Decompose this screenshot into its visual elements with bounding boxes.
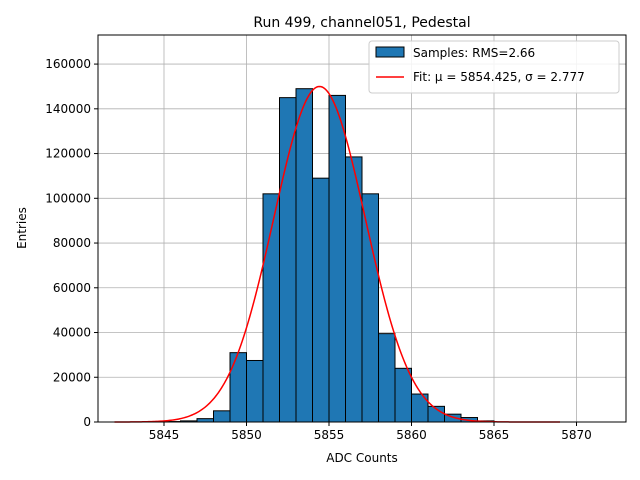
y-tick-label: 80000 [53,236,91,250]
histogram-bar [345,156,363,423]
y-tick-label: 0 [83,415,91,429]
y-tick-label: 140000 [45,102,91,116]
y-tick-label: 20000 [53,370,91,384]
x-tick-label: 5850 [231,428,262,442]
y-tick-label: 160000 [45,57,91,71]
histogram-bar [196,418,214,423]
legend-box [368,40,620,94]
histogram-bars [163,88,495,423]
histogram-bar [394,367,412,423]
y-axis-label: Entries [15,207,29,249]
x-tick-label: 5870 [561,428,592,442]
x-axis-ticks: 5845 5850 5855 5860 5865 5870 [149,422,592,442]
y-tick-label: 60000 [53,281,91,295]
histogram-bar [246,359,264,423]
plot-frame [97,34,627,423]
x-tick-label: 5865 [479,428,510,442]
histogram-bar [361,193,379,423]
y-axis-ticks: 0 20000 40000 60000 80000 100000 120000 140000 1… [45,57,98,429]
histogram-bar [229,352,247,423]
x-tick-label: 5860 [396,428,427,442]
y-tick-label: 100000 [45,191,91,205]
y-tick-label: 40000 [53,326,91,340]
histogram-bar [312,177,330,423]
legend-samples-label: Samples: RMS=2.66 [413,46,535,60]
histogram-bar [328,94,346,423]
histogram-bar [295,88,313,423]
legend-fit-label: Fit: μ = 5854.425, σ = 2.777 [413,70,585,84]
chart-title: Run 499, channel051, Pedestal [253,15,470,31]
x-tick-label: 5855 [314,428,345,442]
histogram-bar [213,410,231,423]
x-tick-label: 5845 [149,428,180,442]
y-tick-label: 120000 [45,147,91,161]
legend-bar-swatch [375,46,405,58]
legend: Samples: RMS=2.66 Fit: μ = 5854.425, σ =… [368,40,620,94]
x-axis-label: ADC Counts [326,451,398,465]
histogram-bar [279,97,297,423]
histogram-bar [378,333,396,423]
